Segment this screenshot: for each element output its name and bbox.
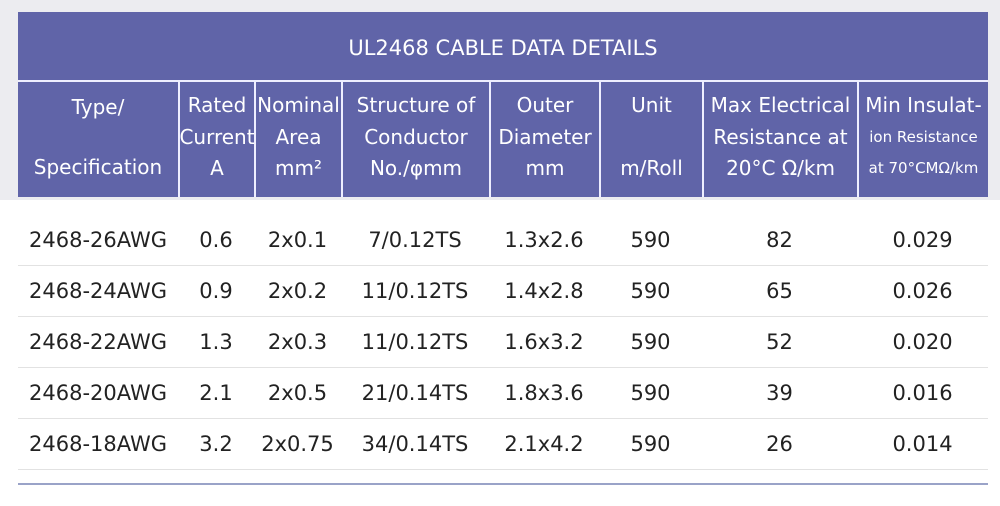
table-cell: 590 [630,330,671,354]
table-cell: 0.6 [199,228,233,252]
table-cell: 2x0.5 [267,381,328,405]
header-text: mm² [275,156,322,180]
table-cell: 590 [630,432,671,456]
table-cell: 21/0.14TS [361,381,469,405]
table-cell: 7/0.12TS [368,228,462,252]
table-header: UL2468 CABLE DATA DETAILS Type/Specifica… [18,12,988,197]
table-cell: 11/0.12TS [361,330,469,354]
header-text: Max Electrical [710,93,851,117]
table-cell: 2.1 [199,381,233,405]
table-cell: 65 [766,279,793,303]
header-text: Outer [516,93,574,117]
header-text: Specification [33,154,163,179]
table-cell: 0.020 [892,330,953,354]
table-cell: 2.1x4.2 [504,432,584,456]
table-row: 2468-26AWG 0.6 2x0.1 7/0.12TS 1.3x2.6 590 82 0.… [18,215,988,266]
header-cell: Rated Current A [178,82,255,197]
table-cell: 2468-24AWG [29,279,167,303]
table-title: UL2468 CABLE DATA DETAILS [18,12,988,82]
header-cell: Nominal Area mm² [254,82,341,197]
table-cell: 0.029 [892,228,953,252]
header-text: mm [525,156,565,180]
header-cell: Unit m/Roll [599,82,702,197]
header-text: ion Resistance [869,127,978,146]
table-cell: 1.6x3.2 [504,330,584,354]
table-cell: 3.2 [199,432,233,456]
header-text: m/Roll [620,156,683,180]
header-cell: Type/Specification [18,82,178,197]
table-cell: 34/0.14TS [361,432,469,456]
bottom-rule [18,483,988,485]
header-text: Min Insulat- [865,93,982,117]
table-cell: 2468-20AWG [29,381,167,405]
table-row: 2468-22AWG 1.3 2x0.3 11/0.12TS 1.6x3.2 590 52 0… [18,317,988,368]
table-cell: 26 [766,432,793,456]
header-text: Unit [631,93,672,117]
table-cell: 39 [766,381,793,405]
table-cell: 52 [766,330,793,354]
header-text: Area [275,124,322,149]
table-cell: 1.8x3.6 [504,381,584,405]
table-cell: 2x0.1 [267,228,328,252]
header-text: 20°C Ω/km [726,156,835,180]
table-cell: 590 [630,381,671,405]
table-cell: 590 [630,228,671,252]
table-cell: 0.016 [892,381,953,405]
table-cell: 2x0.3 [267,330,328,354]
table-body: 2468-26AWG 0.6 2x0.1 7/0.12TS 1.3x2.6 590 82 0.… [18,215,988,470]
header-text: Nominal [257,93,340,117]
header-text: Current [179,124,255,149]
table-cell: 82 [766,228,793,252]
table-cell: 0.026 [892,279,953,303]
table-cell: 11/0.12TS [361,279,469,303]
column-headers: Type/Specification Rated Current A Nominal Ar… [18,82,988,197]
header-text: A [210,156,224,180]
table-cell: 0.014 [892,432,953,456]
header-cell: Min Insulat-ion Resistance at 70°CMΩ/km [857,82,988,197]
header-cell: Max Electrical Resistance at 20°C Ω/km [702,82,857,197]
table-cell: 1.4x2.8 [504,279,584,303]
table-row: 2468-18AWG 3.2 2x0.75 34/0.14TS 2.1x4.2 590 26… [18,419,988,470]
header-text: No./φmm [369,156,463,180]
table-cell: 2x0.75 [261,432,334,456]
table-cell: 590 [630,279,671,303]
header-cell: Outer Diameter mm [489,82,599,197]
header-text: Diameter [498,124,592,149]
table-cell: 0.9 [199,279,233,303]
header-text: Conductor [364,124,468,149]
table-cell: 2x0.2 [267,279,328,303]
header-text: Structure of [356,93,476,117]
table-cell: 2468-22AWG [29,330,167,354]
header-text: Resistance at [713,124,848,149]
table-cell: 1.3 [199,330,233,354]
header-text: Type/ [71,94,125,119]
table-cell: 2468-18AWG [29,432,167,456]
header-text: at 70°CMΩ/km [868,159,979,177]
table-row: 2468-24AWG 0.9 2x0.2 11/0.12TS 1.4x2.8 590 65 0… [18,266,988,317]
header-cell: Structure of Conductor No./φmm [341,82,489,197]
table-cell: 2468-26AWG [29,228,167,252]
table-row: 2468-20AWG 2.1 2x0.5 21/0.14TS 1.8x3.6 590 39 0… [18,368,988,419]
table-cell: 1.3x2.6 [504,228,584,252]
header-text: Rated [187,93,247,117]
